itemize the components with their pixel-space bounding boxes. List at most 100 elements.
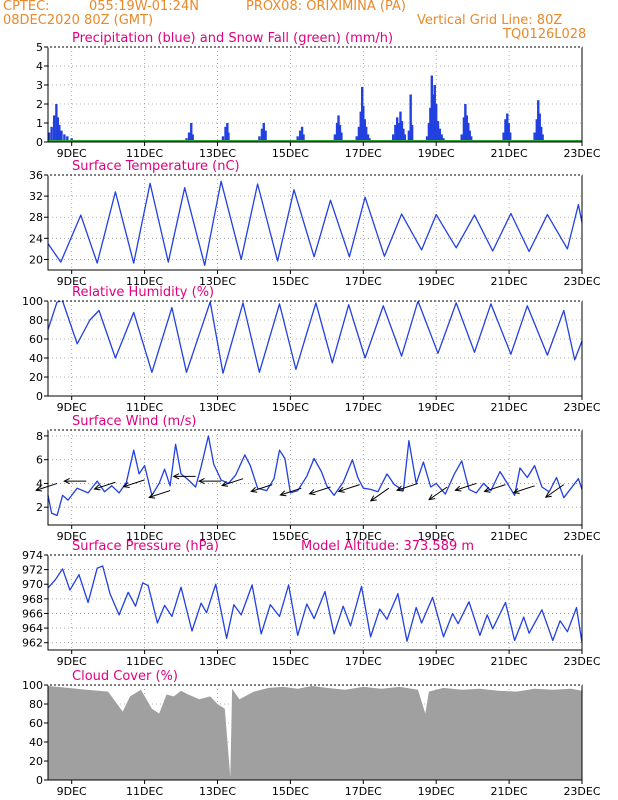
wind-arrow-head	[172, 473, 180, 480]
cloud-cover-area	[48, 686, 582, 780]
precip-bar	[460, 134, 463, 142]
precip-bar	[357, 126, 361, 142]
precip-bar	[533, 132, 536, 142]
precip-bar	[365, 126, 368, 142]
x-tick-label: 9DEC	[57, 401, 87, 414]
y-tick-label: 40	[29, 352, 43, 365]
x-tick-label: 17DEC	[345, 530, 382, 543]
precip-bar	[407, 130, 411, 142]
panel-frame	[47, 684, 583, 781]
x-tick-label: 13DEC	[199, 530, 236, 543]
precip-bar	[262, 123, 265, 142]
precip-bar	[440, 134, 443, 142]
wind-arrow-head	[148, 492, 156, 499]
y-tick-label: 60	[29, 717, 43, 730]
x-tick-label: 23DEC	[563, 147, 600, 160]
precip-bar	[221, 136, 225, 142]
precip-bar	[541, 134, 544, 142]
precip-bar	[52, 115, 56, 142]
x-tick-label: 9DEC	[57, 147, 87, 160]
panel-frame	[47, 300, 583, 397]
wind-arrow-head	[337, 486, 345, 493]
panel-title: Precipitation (blue) and Snow Fall (gree…	[72, 31, 393, 46]
wind-arrow-head	[483, 486, 491, 493]
wind-arrow-head	[395, 485, 404, 492]
wind-arrow-shaft	[370, 487, 390, 502]
precip-bar	[355, 136, 358, 142]
precip-bar	[402, 128, 405, 142]
precip-bar	[464, 104, 467, 142]
header-model-id: TQ0126L028	[503, 27, 587, 42]
x-tick-label: 23DEC	[563, 655, 600, 668]
precip-bar	[391, 134, 395, 142]
wind-arrow-shaft	[251, 484, 273, 492]
x-tick-label: 15DEC	[272, 401, 309, 414]
y-tick-label: 28	[29, 211, 43, 224]
x-tick-label: 19DEC	[418, 785, 455, 798]
precip-bar	[508, 132, 512, 142]
y-tick-label: 80	[29, 698, 43, 711]
x-tick-label: 9DEC	[57, 785, 87, 798]
panel-frame	[47, 554, 583, 651]
panel-title: Surface Temperature (nC)	[72, 159, 240, 174]
precip-bar	[399, 111, 402, 142]
y-tick-label: 2	[36, 98, 43, 111]
precip-bar	[507, 123, 510, 142]
x-tick-label: 13DEC	[199, 785, 236, 798]
wind-arrow-shaft	[513, 485, 535, 494]
precip-bar	[56, 117, 60, 142]
precip-bar	[63, 134, 66, 142]
x-tick-label: 17DEC	[345, 401, 382, 414]
x-tick-label: 15DEC	[272, 147, 309, 160]
x-tick-label: 19DEC	[418, 655, 455, 668]
wind-arrow-head	[122, 482, 130, 488]
wind-arrow-shaft	[545, 484, 565, 498]
wind-arrow-shaft	[280, 487, 302, 496]
panel-title: Relative Humidity (%)	[72, 285, 214, 300]
series-line	[47, 300, 583, 374]
header-station-id: CPTEC:	[3, 0, 50, 14]
wind-arrow-head	[308, 489, 316, 496]
x-tick-label: 17DEC	[345, 655, 382, 668]
precip-bar	[469, 136, 473, 142]
wind-arrow-head	[220, 480, 229, 487]
precip-bar	[434, 104, 438, 142]
x-tick-label: 15DEC	[272, 530, 309, 543]
wind-arrow-head	[454, 485, 462, 492]
wind-arrow-shaft	[123, 479, 145, 488]
precip-bar	[397, 123, 400, 142]
header-station-name: PROX08: ORIXIMINA (PA)	[246, 0, 406, 14]
precip-bar	[340, 132, 343, 142]
precip-bar	[502, 132, 505, 142]
precip-bar	[395, 117, 399, 142]
series-line	[47, 435, 583, 517]
precip-bar	[337, 115, 340, 142]
series-line	[47, 180, 583, 266]
y-tick-label: 964	[22, 622, 43, 635]
y-tick-label: 24	[29, 232, 43, 245]
precip-bar	[47, 132, 51, 142]
precip-bar	[191, 134, 194, 142]
y-tick-label: 36	[29, 169, 43, 182]
y-tick-label: 2	[36, 501, 43, 514]
header-run-date: 08DEC2020 80Z (GMT)	[3, 13, 154, 28]
precip-bar	[438, 128, 442, 142]
precip-bar	[468, 130, 471, 142]
x-tick-label: 23DEC	[563, 275, 600, 288]
x-tick-label: 23DEC	[563, 785, 600, 798]
x-tick-label: 15DEC	[272, 275, 309, 288]
y-tick-label: 20	[29, 371, 43, 384]
y-tick-label: 80	[29, 314, 43, 327]
precip-bar	[403, 134, 407, 142]
precip-bar	[296, 136, 299, 142]
x-tick-label: 11DEC	[126, 401, 163, 414]
y-tick-label: 5	[36, 41, 43, 54]
precip-bar	[539, 126, 543, 142]
precip-bar	[264, 130, 267, 142]
precip-bar	[410, 124, 414, 142]
precip-bar	[506, 113, 509, 142]
precip-bar	[299, 130, 302, 142]
x-tick-label: 21DEC	[491, 401, 528, 414]
wind-arrow-head	[279, 490, 287, 497]
y-tick-label: 974	[22, 549, 43, 562]
